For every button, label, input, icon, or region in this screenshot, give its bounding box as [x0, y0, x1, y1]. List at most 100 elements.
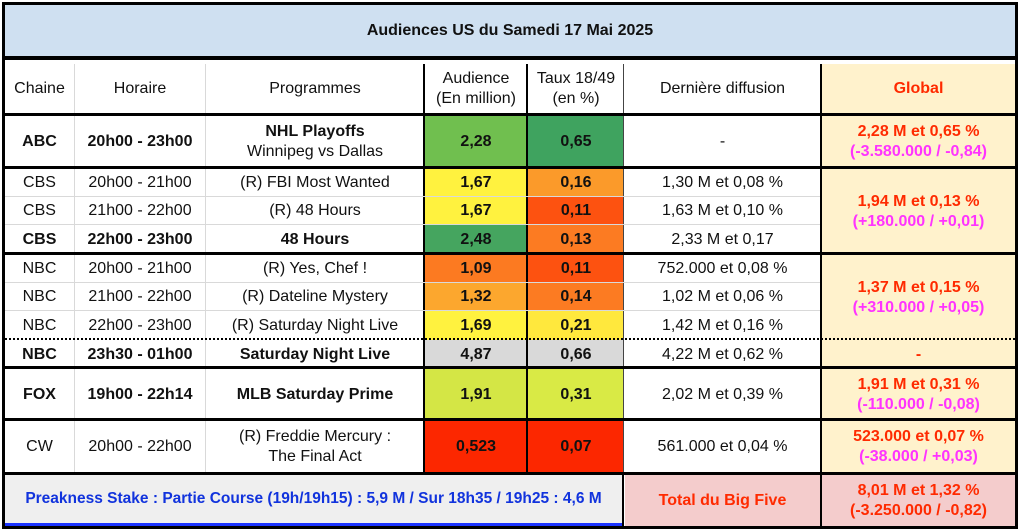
cell-horaire: 22h00 - 23h00	[88, 316, 192, 334]
grid-line	[74, 64, 75, 475]
cell-horaire: 20h00 - 21h00	[88, 260, 192, 277]
grid-line	[820, 64, 822, 526]
cell-derniere-diffusion: 752.000 et 0,08 %	[657, 260, 788, 277]
footer-total-label: Total du Big Five	[625, 475, 820, 526]
grid-line	[205, 64, 206, 475]
cell-global: 2,28 M et 0,65 % (-3.580.000 / -0,84)	[822, 116, 1015, 167]
cell-chaine: CBS	[23, 174, 56, 191]
header-audience-line1: Audience	[442, 70, 510, 87]
grid-line	[5, 252, 1015, 255]
cell-audience: 1,91	[425, 369, 527, 420]
programme-title: (R) Saturday Night Live	[231, 316, 399, 334]
programme-title: (R) 48 Hours	[269, 202, 361, 219]
footer-total-value: 8,01 M et 1,32 % (-3.250.000 / -0,82)	[822, 475, 1015, 526]
cell-horaire: 20h00 - 22h00	[88, 437, 192, 455]
global-total: 1,94 M et 0,13 %	[857, 193, 980, 210]
cell-derniere-diffusion: 1,30 M et 0,08 %	[662, 174, 783, 191]
cell-taux: 0,13	[528, 225, 624, 254]
cell-programme: (R) Yes, Chef !	[206, 255, 424, 283]
header-audience-line2: (En million)	[435, 90, 516, 107]
cell-horaire: 22h00 - 23h00	[87, 230, 193, 248]
header-derniere-diffusion: Dernière diffusion	[625, 64, 820, 114]
cell-chaine: NBC	[22, 316, 57, 334]
cell-programme: (R) Dateline Mystery	[206, 283, 424, 311]
cell-taux: 0,14	[528, 283, 624, 311]
grid-line	[623, 64, 624, 475]
grid-line	[622, 473, 624, 526]
cell-taux: 0,31	[528, 369, 624, 420]
global-diff: (-3.580.000 / -0,84)	[850, 142, 987, 160]
header-taux: Taux 18/49 (en %)	[528, 64, 624, 114]
table-title: Audiences US du Samedi 17 Mai 2025	[5, 5, 1015, 60]
cell-chaine: NBC	[22, 288, 57, 305]
cell-derniere-diffusion: 1,42 M et 0,16 %	[662, 316, 783, 334]
programme-title: MLB Saturday Prime	[236, 385, 394, 403]
footer-total-diff: (-3.250.000 / -0,82)	[850, 501, 987, 519]
global-diff: (-110.000 / -0,08)	[857, 395, 980, 413]
cell-derniere-diffusion: 4,22 M et 0,62 %	[662, 345, 783, 363]
footer-note: Preakness Stake : Partie Course (19h/19h…	[5, 475, 622, 526]
cell-horaire: 21h00 - 22h00	[88, 288, 192, 305]
cell-audience: 1,69	[425, 311, 527, 340]
cell-taux: 0,66	[528, 340, 624, 369]
programme-title: NHL Playoffs	[265, 122, 365, 140]
global-total: 1,91 M et 0,31 %	[857, 375, 980, 393]
cell-global: 1,91 M et 0,31 % (-110.000 / -0,08)	[822, 369, 1015, 420]
global-diff: (+180.000 / +0,01)	[852, 213, 985, 230]
cell-derniere-diffusion: -	[719, 132, 726, 150]
grid-line	[5, 224, 820, 225]
cell-horaire: 20h00 - 21h00	[88, 174, 192, 191]
footer-total-main: 8,01 M et 1,32 %	[857, 481, 980, 499]
programme-title: (R) Yes, Chef !	[262, 260, 368, 277]
header-audience: Audience (En million)	[425, 64, 527, 114]
grid-line	[423, 64, 425, 475]
cell-taux: 0,11	[528, 255, 624, 283]
header-global: Global	[822, 64, 1015, 114]
grid-line	[5, 282, 820, 283]
programme-title: (R) Dateline Mystery	[242, 288, 388, 305]
header-programmes: Programmes	[206, 64, 424, 114]
cell-programme: Saturday Night Live	[206, 340, 424, 369]
cell-chaine: CW	[26, 437, 53, 455]
cell-programme: NHL Playoffs Winnipeg vs Dallas	[206, 116, 424, 167]
programme-title: 48 Hours	[280, 230, 350, 248]
cell-horaire: 23h30 - 01h00	[87, 345, 193, 363]
global-total: 1,37 M et 0,15 %	[857, 278, 980, 296]
cell-taux: 0,16	[528, 169, 624, 197]
global-total: 523.000 et 0,07 %	[853, 427, 984, 445]
programme-title: Saturday Night Live	[239, 345, 391, 363]
cell-programme: (R) Saturday Night Live	[206, 311, 424, 340]
cell-derniere-diffusion: 1,63 M et 0,10 %	[662, 202, 783, 219]
header-taux-line2: (en %)	[552, 90, 600, 107]
cell-programme: 48 Hours	[206, 225, 424, 254]
grid-line	[5, 472, 1015, 475]
global-diff: (-38.000 / +0,03)	[859, 447, 978, 465]
cell-audience: 2,48	[425, 225, 527, 254]
cell-global: 1,37 M et 0,15 % (+310.000 / +0,05)	[822, 255, 1015, 340]
cell-global: 523.000 et 0,07 % (-38.000 / +0,03)	[822, 421, 1015, 472]
cell-derniere-diffusion: 2,33 M et 0,17	[671, 230, 774, 248]
cell-chaine: NBC	[22, 345, 57, 363]
cell-taux: 0,21	[528, 311, 624, 340]
grid-line	[5, 113, 1015, 116]
cell-programme: (R) 48 Hours	[206, 197, 424, 225]
cell-chaine: FOX	[23, 385, 56, 403]
cell-chaine: CBS	[23, 202, 56, 219]
cell-chaine: CBS	[22, 230, 57, 248]
cell-horaire: 19h00 - 22h14	[87, 385, 193, 403]
cell-programme: (R) FBI Most Wanted	[206, 169, 424, 197]
cell-audience: 1,67	[425, 197, 527, 225]
cell-taux: 0,07	[528, 421, 624, 472]
cell-derniere-diffusion: 1,02 M et 0,06 %	[662, 288, 783, 305]
programme-title: (R) FBI Most Wanted	[240, 174, 390, 191]
cell-horaire: 20h00 - 23h00	[87, 132, 193, 150]
cell-programme: (R) Freddie Mercury : The Final Act	[206, 421, 424, 472]
cell-horaire: 21h00 - 22h00	[88, 202, 192, 219]
programme-title: (R) Freddie Mercury :	[238, 427, 392, 445]
grid-line	[526, 64, 528, 475]
header-taux-line1: Taux 18/49	[536, 70, 616, 87]
grid-line	[5, 310, 820, 311]
cell-audience: 1,67	[425, 169, 527, 197]
global-total: 2,28 M et 0,65 %	[857, 122, 980, 140]
